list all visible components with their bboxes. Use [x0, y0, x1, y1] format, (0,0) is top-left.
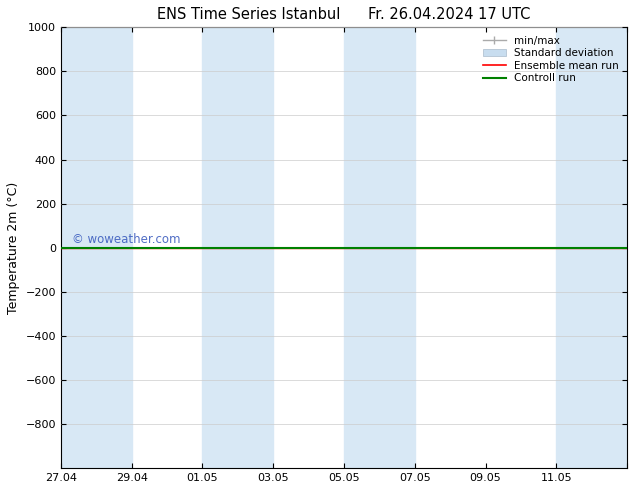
Y-axis label: Temperature 2m (°C): Temperature 2m (°C)	[7, 182, 20, 314]
Bar	[556, 27, 627, 468]
Bar	[61, 27, 132, 468]
Title: ENS Time Series Istanbul      Fr. 26.04.2024 17 UTC: ENS Time Series Istanbul Fr. 26.04.2024 …	[157, 7, 531, 22]
Text: © woweather.com: © woweather.com	[72, 233, 181, 245]
Legend: min/max, Standard deviation, Ensemble mean run, Controll run: min/max, Standard deviation, Ensemble me…	[479, 32, 622, 87]
Bar	[344, 27, 415, 468]
Bar	[202, 27, 273, 468]
